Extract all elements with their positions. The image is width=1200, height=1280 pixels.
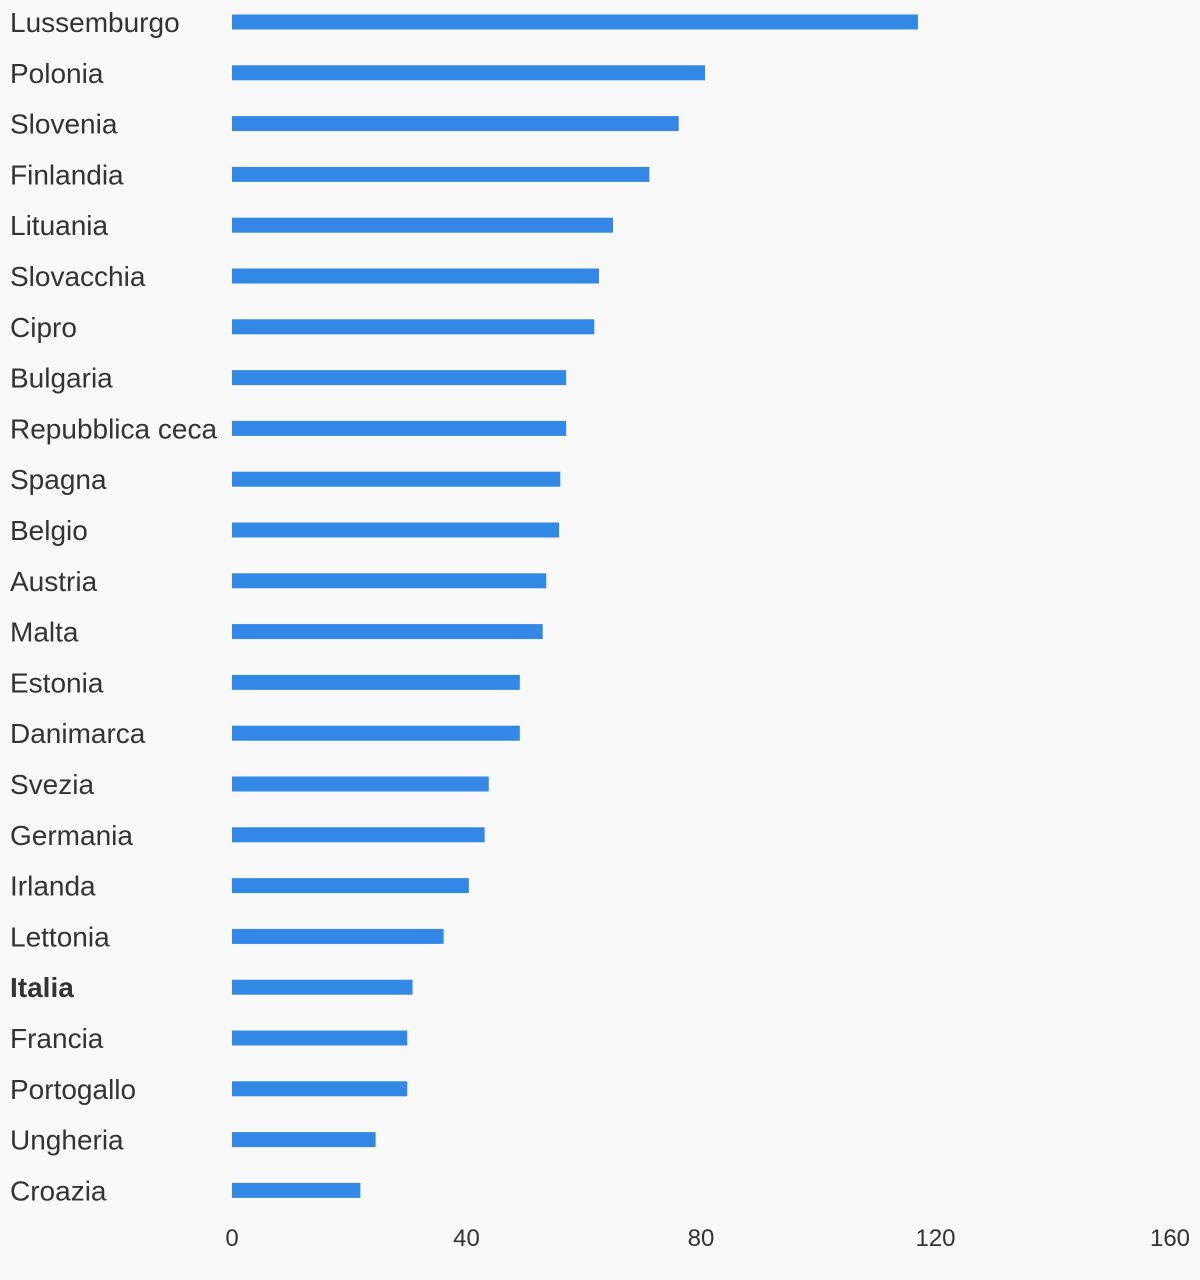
bar — [232, 979, 413, 995]
category-labels: Lussemburgo Polonia Slovenia Finlandia Litua… — [10, 7, 217, 1206]
category-label: Danimarca — [10, 718, 146, 749]
bar — [232, 624, 543, 640]
bar — [232, 65, 706, 81]
bar — [232, 776, 489, 792]
bar — [232, 522, 560, 538]
category-label: Germania — [10, 820, 133, 851]
category-label: Portogallo — [10, 1074, 136, 1105]
bar — [232, 1081, 408, 1097]
bar — [232, 674, 520, 690]
bar — [232, 14, 918, 30]
bar — [232, 217, 614, 233]
category-label: Estonia — [10, 667, 104, 698]
bar — [232, 1030, 408, 1046]
category-label: Repubblica ceca — [10, 413, 217, 444]
category-label: Slovenia — [10, 109, 118, 140]
bar — [232, 928, 444, 944]
category-label: Spagna — [10, 464, 107, 495]
bar — [232, 116, 679, 132]
category-label: Lettonia — [10, 921, 110, 952]
bar — [232, 471, 561, 487]
category-label: Cipro — [10, 312, 77, 343]
category-label: Ungheria — [10, 1125, 124, 1156]
category-label: Francia — [10, 1023, 104, 1054]
category-label: Lussemburgo — [10, 7, 180, 38]
category-label: Austria — [10, 566, 98, 597]
bar — [232, 725, 520, 741]
category-label: Irlanda — [10, 871, 96, 902]
category-label: Malta — [10, 617, 79, 648]
category-label: Lituania — [10, 210, 109, 241]
category-label: Bulgaria — [10, 363, 113, 394]
category-label: Polonia — [10, 58, 104, 89]
bar — [232, 166, 650, 182]
x-tick-label: 40 — [453, 1225, 480, 1252]
bar — [232, 827, 485, 843]
category-label: Slovacchia — [10, 261, 146, 292]
x-tick-label: 0 — [225, 1225, 238, 1252]
category-label: Svezia — [10, 769, 94, 800]
category-label: Finlandia — [10, 159, 124, 190]
bars — [232, 14, 918, 1198]
bar — [232, 1182, 361, 1198]
category-label: Croazia — [10, 1175, 107, 1206]
x-tick-label: 80 — [688, 1225, 715, 1252]
category-label: Italia — [10, 972, 74, 1003]
bar — [232, 319, 595, 335]
bar — [232, 420, 567, 436]
x-tick-label: 160 — [1150, 1225, 1190, 1252]
bar — [232, 1132, 376, 1148]
x-axis-ticks: 0 40 80 120 160 — [225, 1225, 1190, 1252]
bar — [232, 878, 469, 894]
bar — [232, 370, 567, 386]
category-label: Belgio — [10, 515, 88, 546]
x-tick-label: 120 — [915, 1225, 955, 1252]
bar — [232, 268, 599, 284]
bar — [232, 573, 547, 589]
